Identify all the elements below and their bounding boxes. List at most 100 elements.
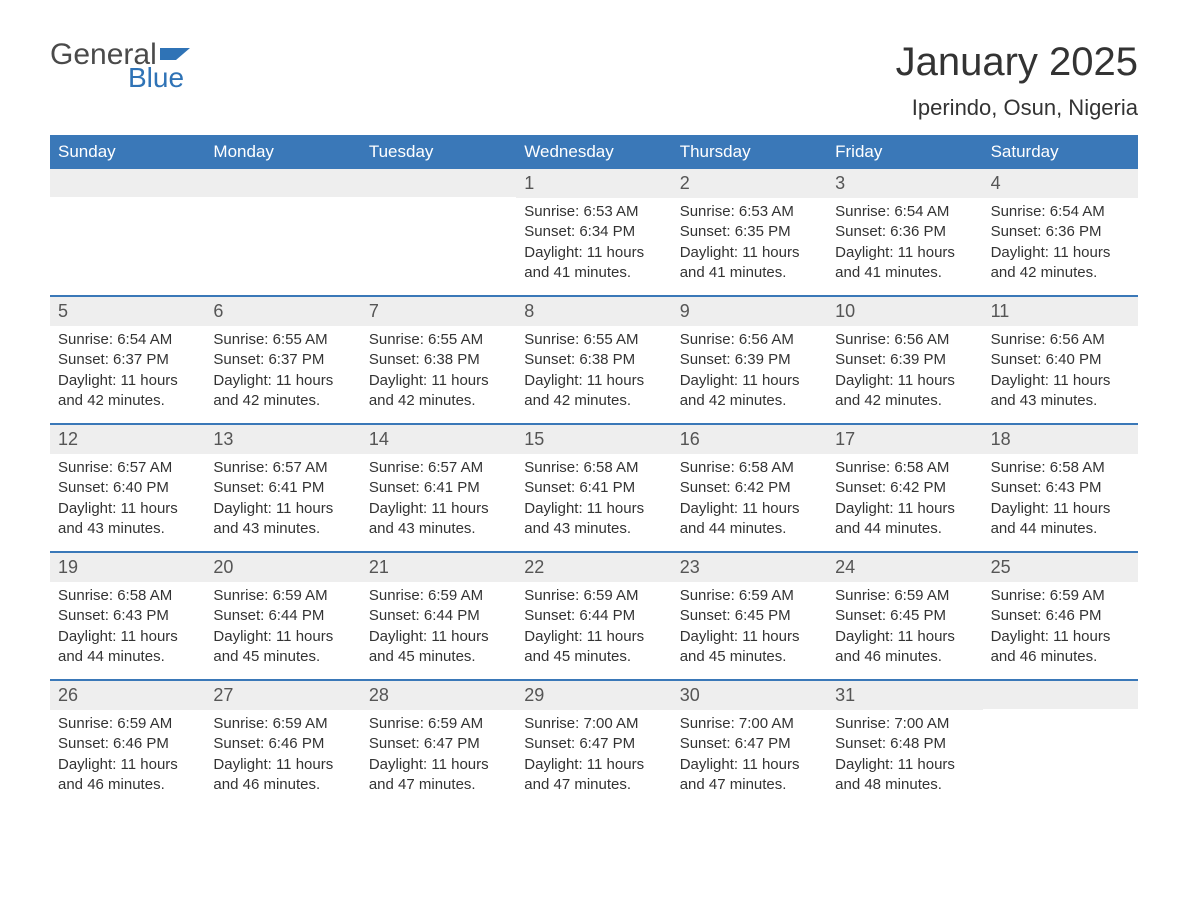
day-cell: 12Sunrise: 6:57 AMSunset: 6:40 PMDayligh… (50, 425, 205, 551)
day-number: 20 (205, 553, 360, 582)
day-number: 9 (672, 297, 827, 326)
day-cell: 29Sunrise: 7:00 AMSunset: 6:47 PMDayligh… (516, 681, 671, 807)
day-content: Sunrise: 6:53 AMSunset: 6:34 PMDaylight:… (516, 198, 671, 291)
day-content: Sunrise: 6:58 AMSunset: 6:43 PMDaylight:… (983, 454, 1138, 547)
day-number: 29 (516, 681, 671, 710)
day-cell: 11Sunrise: 6:56 AMSunset: 6:40 PMDayligh… (983, 297, 1138, 423)
weekday-header-cell: Monday (205, 135, 360, 169)
week-row: 12Sunrise: 6:57 AMSunset: 6:40 PMDayligh… (50, 423, 1138, 551)
day-cell: 22Sunrise: 6:59 AMSunset: 6:44 PMDayligh… (516, 553, 671, 679)
day-number: 10 (827, 297, 982, 326)
day-cell: 15Sunrise: 6:58 AMSunset: 6:41 PMDayligh… (516, 425, 671, 551)
day-content: Sunrise: 7:00 AMSunset: 6:48 PMDaylight:… (827, 710, 982, 803)
day-cell: 7Sunrise: 6:55 AMSunset: 6:38 PMDaylight… (361, 297, 516, 423)
day-cell: 19Sunrise: 6:58 AMSunset: 6:43 PMDayligh… (50, 553, 205, 679)
day-content: Sunrise: 6:58 AMSunset: 6:43 PMDaylight:… (50, 582, 205, 675)
day-cell: 21Sunrise: 6:59 AMSunset: 6:44 PMDayligh… (361, 553, 516, 679)
day-cell: 9Sunrise: 6:56 AMSunset: 6:39 PMDaylight… (672, 297, 827, 423)
day-content: Sunrise: 6:58 AMSunset: 6:42 PMDaylight:… (827, 454, 982, 547)
day-cell: 24Sunrise: 6:59 AMSunset: 6:45 PMDayligh… (827, 553, 982, 679)
day-content: Sunrise: 6:54 AMSunset: 6:36 PMDaylight:… (983, 198, 1138, 291)
day-cell: 23Sunrise: 6:59 AMSunset: 6:45 PMDayligh… (672, 553, 827, 679)
day-content: Sunrise: 6:59 AMSunset: 6:46 PMDaylight:… (50, 710, 205, 803)
day-cell (983, 681, 1138, 807)
day-cell: 2Sunrise: 6:53 AMSunset: 6:35 PMDaylight… (672, 169, 827, 295)
day-content: Sunrise: 6:57 AMSunset: 6:40 PMDaylight:… (50, 454, 205, 547)
day-cell: 14Sunrise: 6:57 AMSunset: 6:41 PMDayligh… (361, 425, 516, 551)
day-content: Sunrise: 7:00 AMSunset: 6:47 PMDaylight:… (516, 710, 671, 803)
day-number: 14 (361, 425, 516, 454)
day-cell: 3Sunrise: 6:54 AMSunset: 6:36 PMDaylight… (827, 169, 982, 295)
day-cell: 16Sunrise: 6:58 AMSunset: 6:42 PMDayligh… (672, 425, 827, 551)
day-cell: 6Sunrise: 6:55 AMSunset: 6:37 PMDaylight… (205, 297, 360, 423)
week-row: 26Sunrise: 6:59 AMSunset: 6:46 PMDayligh… (50, 679, 1138, 807)
day-number: 6 (205, 297, 360, 326)
day-content: Sunrise: 6:59 AMSunset: 6:45 PMDaylight:… (672, 582, 827, 675)
day-content: Sunrise: 6:56 AMSunset: 6:39 PMDaylight:… (827, 326, 982, 419)
day-number: 8 (516, 297, 671, 326)
day-number: 26 (50, 681, 205, 710)
week-row: 19Sunrise: 6:58 AMSunset: 6:43 PMDayligh… (50, 551, 1138, 679)
day-number: 28 (361, 681, 516, 710)
day-number: 12 (50, 425, 205, 454)
weekday-header-cell: Tuesday (361, 135, 516, 169)
day-content: Sunrise: 6:57 AMSunset: 6:41 PMDaylight:… (205, 454, 360, 547)
day-content: Sunrise: 6:55 AMSunset: 6:38 PMDaylight:… (361, 326, 516, 419)
brand-logo: General Blue (50, 40, 190, 92)
day-content: Sunrise: 6:59 AMSunset: 6:44 PMDaylight:… (205, 582, 360, 675)
day-cell (50, 169, 205, 295)
day-number: 22 (516, 553, 671, 582)
week-row: 1Sunrise: 6:53 AMSunset: 6:34 PMDaylight… (50, 169, 1138, 295)
header: General Blue January 2025 Iperindo, Osun… (50, 40, 1138, 121)
weeks-container: 1Sunrise: 6:53 AMSunset: 6:34 PMDaylight… (50, 169, 1138, 807)
empty-day-bar (983, 681, 1138, 709)
weekday-header-cell: Thursday (672, 135, 827, 169)
day-number: 25 (983, 553, 1138, 582)
day-number: 23 (672, 553, 827, 582)
day-number: 18 (983, 425, 1138, 454)
day-content: Sunrise: 6:54 AMSunset: 6:37 PMDaylight:… (50, 326, 205, 419)
day-cell: 5Sunrise: 6:54 AMSunset: 6:37 PMDaylight… (50, 297, 205, 423)
weekday-header-cell: Friday (827, 135, 982, 169)
day-content: Sunrise: 6:53 AMSunset: 6:35 PMDaylight:… (672, 198, 827, 291)
empty-day-bar (205, 169, 360, 197)
day-number: 27 (205, 681, 360, 710)
empty-day-bar (50, 169, 205, 197)
day-number: 21 (361, 553, 516, 582)
weekday-header-cell: Saturday (983, 135, 1138, 169)
day-cell: 25Sunrise: 6:59 AMSunset: 6:46 PMDayligh… (983, 553, 1138, 679)
day-cell: 28Sunrise: 6:59 AMSunset: 6:47 PMDayligh… (361, 681, 516, 807)
day-content: Sunrise: 6:58 AMSunset: 6:42 PMDaylight:… (672, 454, 827, 547)
day-content: Sunrise: 7:00 AMSunset: 6:47 PMDaylight:… (672, 710, 827, 803)
day-number: 3 (827, 169, 982, 198)
weekday-header-cell: Sunday (50, 135, 205, 169)
empty-day-bar (361, 169, 516, 197)
day-number: 17 (827, 425, 982, 454)
month-title: January 2025 (896, 40, 1138, 85)
day-number: 30 (672, 681, 827, 710)
day-content: Sunrise: 6:58 AMSunset: 6:41 PMDaylight:… (516, 454, 671, 547)
day-number: 15 (516, 425, 671, 454)
day-cell: 26Sunrise: 6:59 AMSunset: 6:46 PMDayligh… (50, 681, 205, 807)
day-number: 2 (672, 169, 827, 198)
day-number: 1 (516, 169, 671, 198)
day-cell: 20Sunrise: 6:59 AMSunset: 6:44 PMDayligh… (205, 553, 360, 679)
day-cell: 27Sunrise: 6:59 AMSunset: 6:46 PMDayligh… (205, 681, 360, 807)
day-cell (361, 169, 516, 295)
day-content: Sunrise: 6:54 AMSunset: 6:36 PMDaylight:… (827, 198, 982, 291)
day-cell: 10Sunrise: 6:56 AMSunset: 6:39 PMDayligh… (827, 297, 982, 423)
calendar: SundayMondayTuesdayWednesdayThursdayFrid… (50, 135, 1138, 807)
weekday-header-row: SundayMondayTuesdayWednesdayThursdayFrid… (50, 135, 1138, 169)
day-number: 31 (827, 681, 982, 710)
day-cell: 17Sunrise: 6:58 AMSunset: 6:42 PMDayligh… (827, 425, 982, 551)
location-label: Iperindo, Osun, Nigeria (896, 95, 1138, 121)
day-number: 16 (672, 425, 827, 454)
day-number: 13 (205, 425, 360, 454)
day-content: Sunrise: 6:55 AMSunset: 6:37 PMDaylight:… (205, 326, 360, 419)
day-number: 7 (361, 297, 516, 326)
title-block: January 2025 Iperindo, Osun, Nigeria (896, 40, 1138, 121)
day-cell: 13Sunrise: 6:57 AMSunset: 6:41 PMDayligh… (205, 425, 360, 551)
day-content: Sunrise: 6:59 AMSunset: 6:44 PMDaylight:… (516, 582, 671, 675)
weekday-header-cell: Wednesday (516, 135, 671, 169)
day-content: Sunrise: 6:59 AMSunset: 6:47 PMDaylight:… (361, 710, 516, 803)
